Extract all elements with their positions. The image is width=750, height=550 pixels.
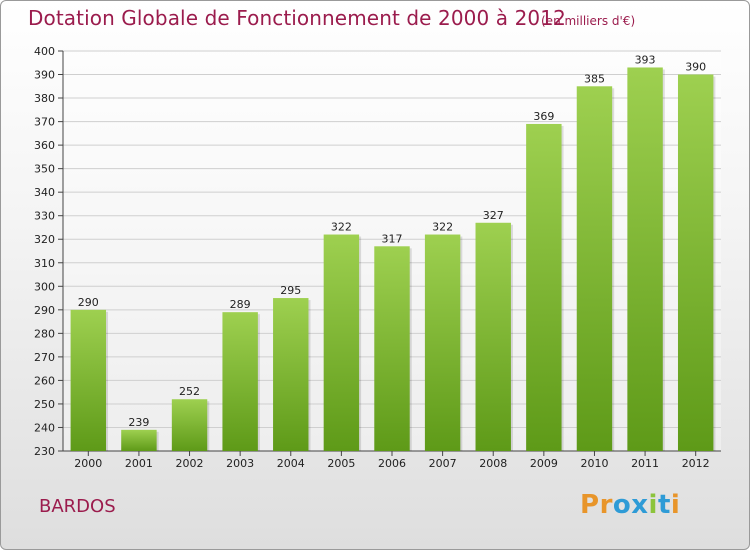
- bar: [475, 222, 511, 451]
- x-tick-label: 2011: [631, 457, 659, 470]
- bar: [323, 234, 360, 451]
- y-tick-label: 270: [34, 351, 55, 364]
- chart-subtitle: (en milliers d'€): [541, 14, 636, 28]
- logo-letter: t: [657, 490, 671, 520]
- y-tick-label: 400: [34, 45, 55, 58]
- bar: [273, 298, 309, 451]
- y-tick-label: 230: [34, 445, 55, 458]
- data-label: 390: [685, 61, 706, 74]
- y-tick-label: 340: [34, 186, 55, 199]
- bar: [70, 309, 107, 451]
- bar: [526, 123, 562, 452]
- bar: [374, 246, 410, 451]
- y-tick-label: 360: [34, 139, 55, 152]
- data-label: 393: [635, 53, 656, 66]
- bar: [171, 399, 208, 451]
- bar: [576, 86, 613, 451]
- proxiti-logo: Proxiti: [580, 490, 680, 520]
- bar: [121, 429, 157, 451]
- place-name: BARDOS: [39, 496, 116, 517]
- y-tick-label: 320: [34, 233, 55, 246]
- y-tick-label: 330: [34, 210, 55, 223]
- bar: [222, 312, 258, 451]
- x-tick-label: 2005: [327, 457, 355, 470]
- bar: [627, 67, 663, 452]
- x-tick-label: 2008: [479, 457, 507, 470]
- logo-letter: P: [580, 490, 600, 520]
- bar: [677, 74, 714, 451]
- data-label: 252: [179, 385, 200, 398]
- data-label: 317: [382, 232, 403, 245]
- y-tick-label: 290: [34, 304, 55, 317]
- x-tick-label: 2009: [530, 457, 558, 470]
- y-tick-label: 370: [34, 116, 55, 129]
- y-tick-label: 350: [34, 163, 55, 176]
- y-tick-label: 250: [34, 398, 55, 411]
- chart-title: Dotation Globale de Fonctionnement de 20…: [28, 6, 566, 30]
- y-tick-label: 280: [34, 327, 55, 340]
- data-label: 369: [533, 110, 554, 123]
- data-label: 327: [483, 209, 504, 222]
- x-tick-label: 2006: [378, 457, 406, 470]
- y-tick-label: 390: [34, 69, 55, 82]
- bar: [424, 234, 461, 451]
- x-tick-label: 2004: [277, 457, 305, 470]
- y-tick-label: 310: [34, 257, 55, 270]
- data-label: 290: [78, 296, 99, 309]
- data-label: 289: [230, 298, 251, 311]
- x-tick-label: 2000: [74, 457, 102, 470]
- data-label: 322: [331, 221, 352, 234]
- x-tick-label: 2007: [429, 457, 457, 470]
- data-label: 295: [280, 284, 301, 297]
- logo-letter: i: [648, 490, 658, 520]
- x-tick-label: 2001: [125, 457, 153, 470]
- data-label: 385: [584, 72, 605, 85]
- x-tick-label: 2012: [682, 457, 710, 470]
- logo-letter: o: [612, 490, 632, 520]
- x-tick-label: 2002: [176, 457, 204, 470]
- y-tick-label: 380: [34, 92, 55, 105]
- x-tick-label: 2003: [226, 457, 254, 470]
- data-label: 322: [432, 221, 453, 234]
- y-tick-label: 300: [34, 280, 55, 293]
- logo-letter: r: [599, 490, 613, 520]
- x-tick-label: 2010: [580, 457, 608, 470]
- data-label: 239: [128, 416, 149, 429]
- y-tick-label: 240: [34, 421, 55, 434]
- y-tick-label: 260: [34, 374, 55, 387]
- logo-letter: i: [670, 490, 681, 520]
- logo-letter: x: [631, 490, 649, 520]
